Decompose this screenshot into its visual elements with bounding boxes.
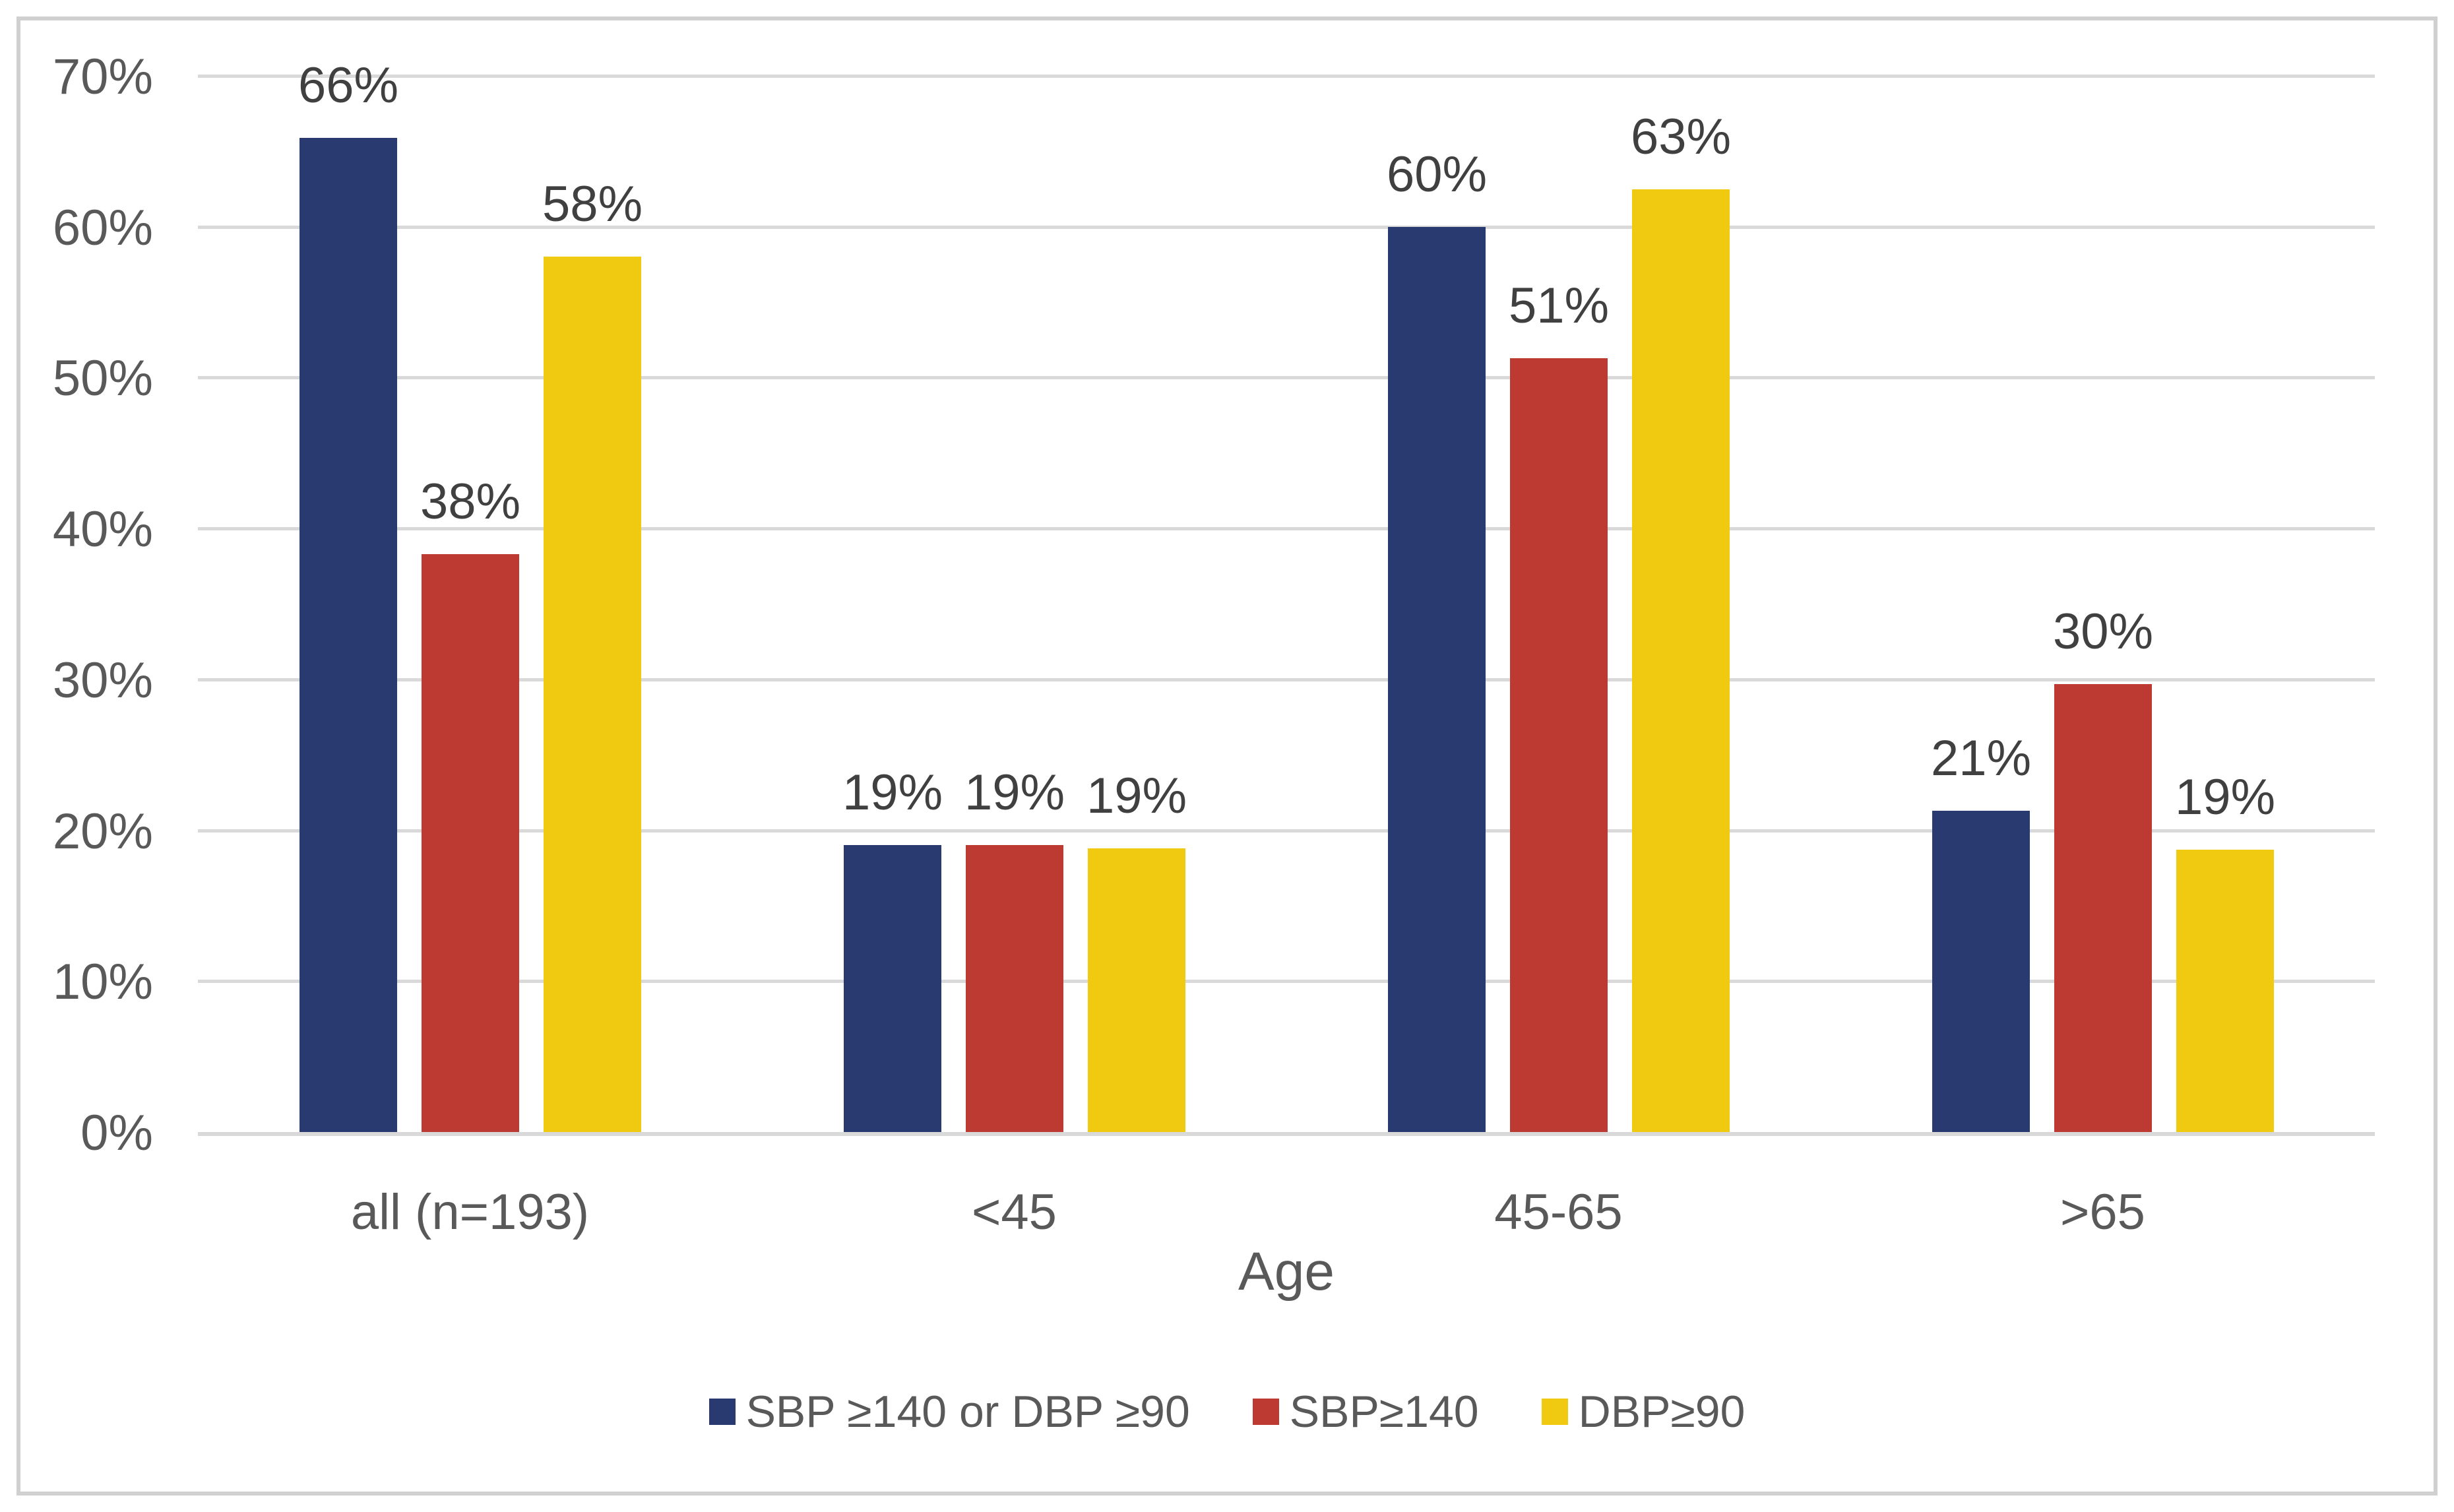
data-label-DBP≥90-all (n=193): 58% [542, 176, 643, 232]
gridline-20% [198, 829, 2375, 833]
legend-label: DBP≥90 [1578, 1387, 1746, 1437]
legend-swatch-icon [1252, 1399, 1279, 1425]
bar-SBP≥140-<45 [966, 845, 1063, 1132]
legend-item-SBP≥140: SBP≥140 [1252, 1385, 1479, 1438]
gridline-60% [198, 225, 2375, 229]
legend-label: SBP≥140 [1289, 1387, 1479, 1437]
y-tick-label-40%: 40% [52, 501, 153, 558]
bar-SBP≥140->65 [2054, 684, 2152, 1132]
bar-SBP ≥140 or DBP ≥90-45-65 [1388, 227, 1486, 1132]
data-label-DBP≥90-<45: 19% [1086, 768, 1187, 824]
legend-item-DBP≥90: DBP≥90 [1541, 1385, 1746, 1438]
data-label-SBP ≥140 or DBP ≥90-45-65: 60% [1386, 146, 1488, 203]
data-label-SBP≥140->65: 30% [2052, 604, 2154, 660]
chart-border [16, 16, 2438, 1496]
y-tick-label-0%: 0% [80, 1105, 153, 1161]
x-tick-label-all (n=193): all (n=193) [350, 1184, 590, 1240]
bar-SBP ≥140 or DBP ≥90-all (n=193) [299, 138, 397, 1132]
bar-DBP≥90-45-65 [1632, 189, 1730, 1132]
bar-SBP≥140-45-65 [1510, 358, 1608, 1132]
y-tick-label-20%: 20% [52, 803, 153, 860]
gridline-30% [198, 677, 2375, 681]
data-label-SBP ≥140 or DBP ≥90-all (n=193): 66% [298, 57, 399, 113]
y-tick-label-60%: 60% [52, 199, 153, 256]
gridline-40% [198, 527, 2375, 531]
bar-DBP≥90->65 [2176, 850, 2274, 1132]
legend-swatch-icon [708, 1399, 736, 1425]
legend-item-SBP ≥140 or DBP ≥90: SBP ≥140 or DBP ≥90 [708, 1385, 1190, 1438]
data-label-SBP ≥140 or DBP ≥90->65: 21% [1930, 730, 2032, 786]
gridline-10% [198, 980, 2375, 984]
gridline-70% [198, 75, 2375, 78]
data-label-SBP≥140-45-65: 51% [1508, 278, 1610, 334]
x-tick-label-45-65: 45-65 [1494, 1184, 1623, 1240]
bar-DBP≥90-all (n=193) [544, 257, 641, 1132]
x-tick-label->65: >65 [2060, 1184, 2145, 1240]
bar-SBP≥140-all (n=193) [422, 554, 519, 1132]
legend-label: SBP ≥140 or DBP ≥90 [745, 1387, 1190, 1437]
legend-swatch-icon [1541, 1399, 1568, 1425]
x-axis-line [198, 1132, 2375, 1136]
bar-SBP ≥140 or DBP ≥90->65 [1932, 811, 2030, 1132]
bar-SBP ≥140 or DBP ≥90-<45 [844, 845, 941, 1132]
y-tick-label-70%: 70% [52, 49, 153, 105]
y-tick-label-10%: 10% [52, 954, 153, 1011]
data-label-SBP≥140-all (n=193): 38% [420, 474, 521, 530]
y-tick-label-30%: 30% [52, 652, 153, 709]
legend: SBP ≥140 or DBP ≥90 SBP≥140 DBP≥90 [0, 1382, 2454, 1441]
x-axis-title: Age [1238, 1242, 1335, 1302]
data-label-DBP≥90->65: 19% [2174, 769, 2276, 825]
bar-DBP≥90-<45 [1088, 848, 1185, 1132]
x-tick-label-<45: <45 [972, 1184, 1057, 1240]
data-label-SBP≥140-<45: 19% [964, 765, 1065, 821]
gridline-50% [198, 376, 2375, 380]
data-label-SBP ≥140 or DBP ≥90-<45: 19% [842, 765, 943, 821]
y-tick-label-50%: 50% [52, 350, 153, 407]
data-label-DBP≥90-45-65: 63% [1630, 109, 1732, 165]
